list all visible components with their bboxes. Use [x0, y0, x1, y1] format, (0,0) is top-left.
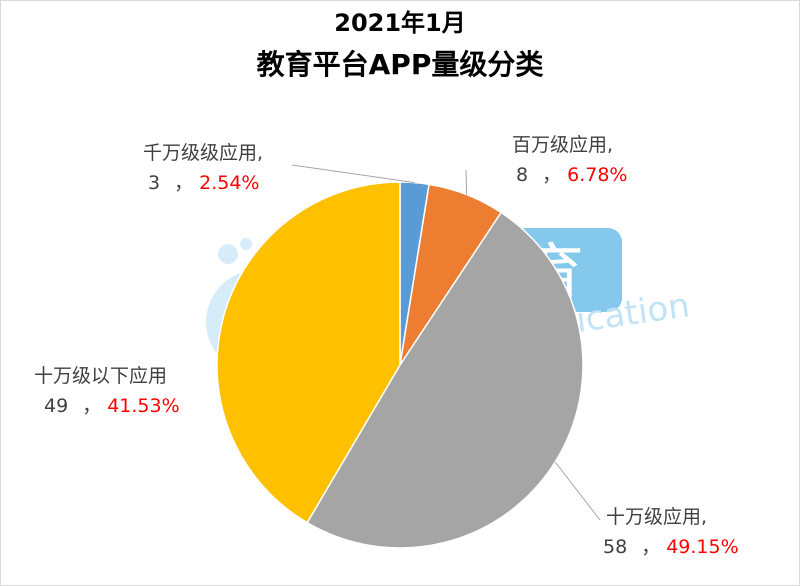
- slice-count: 8: [516, 164, 528, 186]
- pie-slice: [306, 211, 584, 549]
- slice-label-values: 8 ， 6.78%: [516, 164, 627, 186]
- slice-label-category: 千万级级应用,: [143, 142, 263, 164]
- slice-count: 3: [148, 172, 160, 194]
- slice-separator: ，: [174, 172, 193, 194]
- slice-separator: ，: [641, 536, 660, 558]
- slice-label-values: 58 ， 49.15%: [603, 536, 739, 558]
- slice-label-category: 十万级以下应用: [34, 365, 167, 387]
- slice-percent: 2.54%: [199, 172, 259, 194]
- slice-count: 58: [603, 536, 627, 558]
- data-labels: 千万级级应用, 3 ， 2.54% 百万级应用, 8 ， 6.78% 十万级应用, 58…: [34, 134, 739, 558]
- slice-separator: ，: [82, 395, 101, 417]
- slice-label-values: 3 ， 2.54%: [148, 172, 259, 194]
- slice-label-category: 十万级应用,: [606, 506, 707, 528]
- leader-line: [291, 164, 415, 184]
- leader-line: [554, 461, 601, 521]
- slice-separator: ，: [542, 164, 561, 186]
- slice-label-category: 百万级应用,: [512, 134, 613, 156]
- slice-percent: 6.78%: [567, 164, 627, 186]
- slice-count: 49: [44, 395, 68, 417]
- leader-line: [465, 169, 468, 195]
- slice-percent: 49.15%: [666, 536, 738, 558]
- slice-label-values: 49 ， 41.53%: [44, 395, 180, 417]
- chart-subtitle: 教育平台APP量级分类: [257, 48, 544, 81]
- slice-percent: 41.53%: [107, 395, 179, 417]
- pie-slice: [216, 181, 401, 524]
- pie-slices: [216, 181, 584, 549]
- leader-lines: [291, 164, 601, 521]
- chart-title: 2021年1月: [334, 9, 466, 37]
